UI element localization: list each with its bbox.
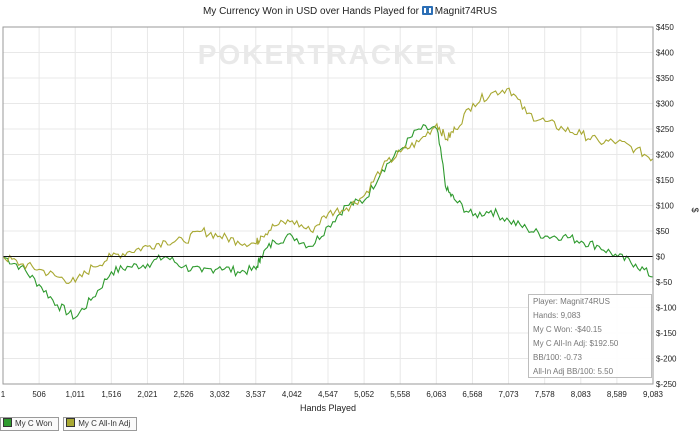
y-tick-label: $50	[656, 227, 670, 236]
x-tick-label: 4,042	[282, 390, 303, 399]
y-tick-label: $0	[656, 253, 665, 262]
y-tick-label: $200	[656, 151, 674, 160]
watermark: POKERTRACKER	[198, 39, 458, 70]
y-tick-label: $-250	[656, 380, 677, 389]
y-tick-label: $-200	[656, 355, 677, 364]
x-tick-label: 7,578	[535, 390, 556, 399]
x-tick-label: 506	[32, 390, 46, 399]
legend-label-allin: My C All-In Adj	[78, 419, 131, 428]
legend: My C Won My C All-In Adj	[0, 417, 141, 431]
y-tick-label: $100	[656, 202, 674, 211]
pokertracker-player-icon	[421, 6, 433, 15]
y-tick-label: $350	[656, 74, 674, 83]
x-tick-label: 3,537	[246, 390, 267, 399]
x-tick-label: 5,558	[390, 390, 411, 399]
x-tick-label: 6,063	[426, 390, 447, 399]
stat-allin-bb100: All-In Adj BB/100: 5.50	[533, 367, 614, 376]
x-tick-label: 5,052	[354, 390, 375, 399]
stat-bb100: BB/100: -0.73	[533, 353, 582, 362]
y-tick-label: $400	[656, 49, 674, 58]
x-tick-labels: 1 506 1,011 1,516 2,021 2,526 3,032 3,537 4,042 4…	[1, 390, 664, 399]
x-tick-label: 3,032	[210, 390, 231, 399]
stat-player: Player: Magnit74RUS	[533, 297, 610, 306]
x-tick-label: 9,083	[643, 390, 664, 399]
x-tick-label: 1	[1, 390, 6, 399]
x-tick-label: 7,073	[499, 390, 520, 399]
y-tick-label: $300	[656, 100, 674, 109]
series-line-allin	[2, 87, 654, 284]
y-tick-label: $-100	[656, 304, 677, 313]
y-tick-label: $-50	[656, 278, 673, 287]
legend-item-won[interactable]: My C Won	[0, 417, 60, 431]
x-axis-label: Hands Played	[300, 403, 356, 413]
y-axis-label: $	[690, 207, 700, 212]
y-tick-label: $450	[656, 23, 674, 32]
stat-allin: My C All-In Adj: $192.50	[533, 339, 619, 348]
stat-won: My C Won: -$40.15	[533, 325, 602, 334]
chart-title-player: Magnit74RUS	[434, 6, 498, 17]
x-tick-label: 6,568	[462, 390, 483, 399]
x-tick-label: 2,021	[137, 390, 158, 399]
x-tick-label: 2,526	[174, 390, 195, 399]
chart-title-text: My Currency Won in USD over Hands Played…	[202, 6, 419, 17]
legend-label-won: My C Won	[15, 419, 53, 428]
series-line-won	[2, 124, 654, 320]
y-tick-label: $-150	[656, 329, 677, 338]
y-tick-labels: $450 $400 $350 $300 $250 $200 $150 $100 $50 $0 $-5…	[656, 23, 677, 389]
stat-hands: Hands: 9,083	[533, 311, 581, 320]
stats-tooltip: Player: Magnit74RUS Hands: 9,083 My C Wo…	[528, 294, 652, 378]
x-tick-label: 4,547	[318, 390, 339, 399]
legend-item-allin[interactable]: My C All-In Adj	[63, 417, 138, 431]
chart-title: My Currency Won in USD over Hands Played…	[0, 6, 700, 17]
plot-frame	[2, 26, 654, 385]
x-tick-label: 1,516	[101, 390, 122, 399]
y-tick-label: $250	[656, 125, 674, 134]
x-tick-label: 1,011	[66, 390, 86, 399]
y-tick-label: $150	[656, 176, 674, 185]
x-tick-label: 8,083	[571, 390, 592, 399]
x-tick-label: 8,589	[607, 390, 628, 399]
series-lines	[2, 87, 654, 320]
